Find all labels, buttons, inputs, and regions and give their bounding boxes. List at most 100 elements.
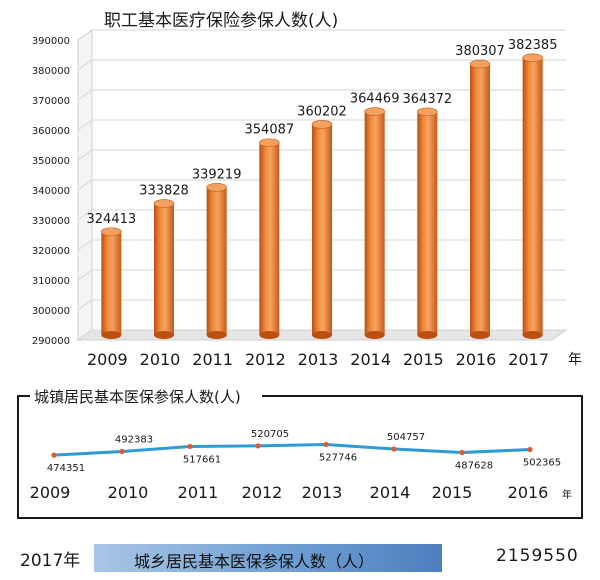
bar-value-label: 364372 (403, 92, 453, 107)
line-point (391, 446, 397, 452)
bar-x-tick-label: 2009 (87, 350, 128, 369)
bar (312, 124, 332, 335)
bar-value-label: 324413 (87, 212, 137, 227)
line-x-tick-label: 2016 (508, 483, 549, 502)
bar-gridline (77, 239, 566, 251)
line-point (527, 446, 533, 453)
bar-gridline (77, 269, 566, 281)
line-chart-frame (17, 395, 583, 519)
bar-top (311, 120, 333, 129)
bar-chart: 职工基本医疗保险参保人数(人) 290000 300000 310000 320000… (32, 11, 582, 369)
bar-gridline (77, 29, 566, 41)
line-x-tick-label: 2009 (30, 483, 71, 502)
line-value-label: 504757 (387, 432, 425, 443)
line-point (51, 452, 57, 458)
bar (364, 111, 385, 335)
line-x-tick-label: 2011 (178, 483, 219, 502)
bar (470, 64, 490, 335)
line-x-axis: 2009 2010 2011 2012 2013 2014 2015 2016 (30, 483, 549, 502)
line-chart-title: 城镇居民基本医保参保人数(人) (34, 388, 241, 406)
bar-value-label: 382385 (508, 38, 558, 53)
bar-x-tick-label: 2010 (140, 350, 181, 369)
bar (101, 231, 122, 335)
line-x-unit: 年 (562, 488, 572, 501)
bar-base (259, 331, 280, 339)
bar-top (101, 227, 122, 237)
bar-gridline (77, 59, 566, 71)
line-value-label: 492383 (115, 435, 153, 446)
footer-banner: 城乡居民基本医保参保人数（人） (94, 544, 442, 572)
bar-y-axis: 290000 300000 310000 320000 330000 340000 3500… (32, 36, 70, 347)
line-point (119, 448, 125, 455)
line-series: 474351 492383 517661 520705 527746 504757 4876… (47, 429, 561, 474)
bar-y-tick-label: 360000 (32, 126, 70, 137)
bar-value-label: 333828 (139, 184, 189, 199)
line-x-tick-label: 2012 (242, 483, 283, 502)
bar-top (364, 107, 385, 116)
bar-x-tick-label: 2017 (508, 350, 549, 369)
bar-y-tick-label: 320000 (32, 246, 70, 257)
bar-y-tick-label: 350000 (32, 156, 70, 167)
bar-x-tick-label: 2013 (298, 350, 339, 369)
bar-gridline (77, 179, 566, 191)
bar-top (417, 107, 438, 117)
line-point (187, 443, 193, 450)
bar (206, 187, 227, 335)
bar-base (312, 331, 332, 339)
bar-top (522, 53, 543, 63)
bar-y-tick-label: 310000 (32, 276, 70, 287)
bar-gridline (77, 89, 566, 101)
line-x-tick-label: 2014 (370, 483, 411, 502)
line-chart: 城镇居民基本医保参保人数(人) 474351 492383 517661 520705… (17, 388, 583, 519)
bar-base (206, 331, 227, 339)
bar-top (153, 199, 175, 208)
bar-top (206, 183, 227, 192)
bar-y-tick-label: 390000 (32, 36, 70, 47)
line-x-tick-label: 2010 (108, 483, 149, 502)
line-value-label: 527746 (319, 452, 357, 463)
footer-value: 2159550 (496, 546, 579, 566)
bar-x-tick-label: 2014 (350, 350, 391, 369)
bar-top (469, 59, 491, 69)
bar-base (154, 331, 174, 339)
footer-summary: 2017年 城乡居民基本医保参保人数（人） 2159550 (0, 540, 600, 576)
bar-value-label: 339219 (192, 167, 242, 182)
bar-gridline (77, 329, 566, 341)
bar-x-unit: 年 (568, 352, 582, 368)
bar-y-tick-label: 380000 (32, 66, 70, 77)
bar-y-tick-label: 370000 (32, 96, 70, 107)
bar-gridline (77, 209, 566, 221)
bar-value-label: 380307 (455, 44, 505, 59)
bar-y-tick-label: 290000 (32, 336, 70, 347)
bar-base (101, 331, 122, 339)
bar (154, 203, 174, 335)
bar-chart-title: 职工基本医疗保险参保人数(人) (104, 11, 338, 31)
bar-top (259, 138, 280, 148)
line-title-backdrop (30, 388, 262, 406)
bar-x-tick-label: 2011 (192, 350, 233, 369)
bar-y-tick-label: 340000 (32, 186, 70, 197)
footer-year: 2017年 (20, 551, 81, 571)
bar-base (364, 331, 385, 339)
bar-x-tick-label: 2015 (403, 350, 444, 369)
line-point (255, 443, 261, 449)
bar (417, 111, 438, 335)
footer-label: 城乡居民基本医保参保人数（人） (134, 552, 375, 571)
line-value-label: 520705 (251, 429, 289, 440)
bar-value-label: 364469 (350, 92, 400, 107)
bar-gridline (77, 299, 566, 311)
line-value-label: 474351 (47, 463, 85, 474)
line-point (459, 449, 465, 456)
line-value-label: 517661 (183, 454, 221, 465)
bar-value-label: 354087 (245, 123, 295, 138)
bar-base (470, 331, 490, 339)
bar (522, 57, 543, 335)
bar-gridline (77, 119, 566, 131)
bar-x-tick-label: 2012 (245, 350, 286, 369)
line-point (323, 441, 329, 448)
bar-y-tick-label: 330000 (32, 216, 70, 227)
line-value-label: 502365 (523, 458, 561, 469)
bar-x-tick-label: 2016 (456, 350, 497, 369)
